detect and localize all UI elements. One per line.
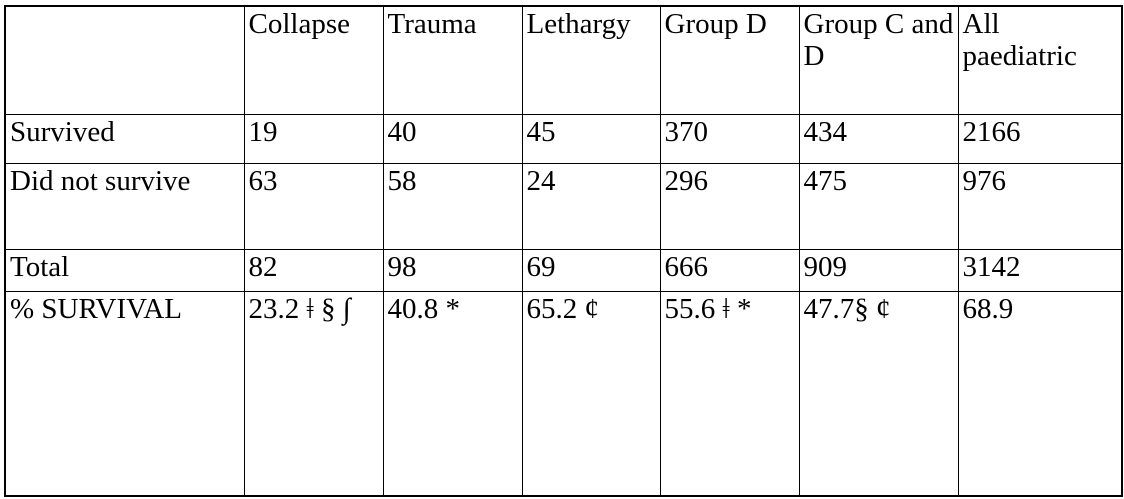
column-header-trauma: Trauma — [382, 5, 523, 115]
row-label-did-not-survive: Did not survive — [4, 162, 245, 250]
table-cell: 68.9 — [957, 290, 1123, 497]
table-cell: 40 — [382, 113, 523, 164]
table-cell: 65.2 ¢ — [521, 290, 661, 497]
row-label-percent-survival: % SURVIVAL — [4, 290, 245, 497]
table-cell: 55.6 ǂ * — [659, 290, 800, 497]
column-header-lethargy: Lethargy — [521, 5, 661, 115]
table-cell: 69 — [521, 248, 661, 292]
table-row-survived: Survived 19 40 45 370 434 2166 — [4, 113, 1123, 164]
table-cell: 434 — [798, 113, 959, 164]
column-header-all-paediatric: All paediatric — [957, 5, 1123, 115]
table-row-total: Total 82 98 69 666 909 3142 — [4, 248, 1123, 292]
table-cell: 19 — [243, 113, 384, 164]
paediatric-survival-table: Collapse Trauma Lethargy Group D Group C… — [4, 5, 1123, 497]
table-cell: 909 — [798, 248, 959, 292]
column-header-group-d: Group D — [659, 5, 800, 115]
table-cell: 3142 — [957, 248, 1123, 292]
table-cell: 63 — [243, 162, 384, 250]
column-header-group-c-and-d: Group C and D — [798, 5, 959, 115]
table-cell: 40.8 * — [382, 290, 523, 497]
table-cell: 58 — [382, 162, 523, 250]
table-cell: 666 — [659, 248, 800, 292]
table-cell: 45 — [521, 113, 661, 164]
row-label-survived: Survived — [4, 113, 245, 164]
row-label-total: Total — [4, 248, 245, 292]
column-header-collapse: Collapse — [243, 5, 384, 115]
table-row-did-not-survive: Did not survive 63 58 24 296 475 976 — [4, 162, 1123, 250]
table-cell: 98 — [382, 248, 523, 292]
table-cell: 24 — [521, 162, 661, 250]
table-cell: 82 — [243, 248, 384, 292]
table-cell: 370 — [659, 113, 800, 164]
table-cell: 475 — [798, 162, 959, 250]
table-cell: 2166 — [957, 113, 1123, 164]
table-cell: 23.2 ǂ § ∫ — [243, 290, 384, 497]
table-cell: 296 — [659, 162, 800, 250]
table-cell: 47.7§ ¢ — [798, 290, 959, 497]
column-header-empty — [4, 5, 245, 115]
header-row: Collapse Trauma Lethargy Group D Group C… — [4, 5, 1123, 115]
table-row-percent-survival: % SURVIVAL 23.2 ǂ § ∫ 40.8 * 65.2 ¢ 55.6… — [4, 290, 1123, 497]
table-cell: 976 — [957, 162, 1123, 250]
